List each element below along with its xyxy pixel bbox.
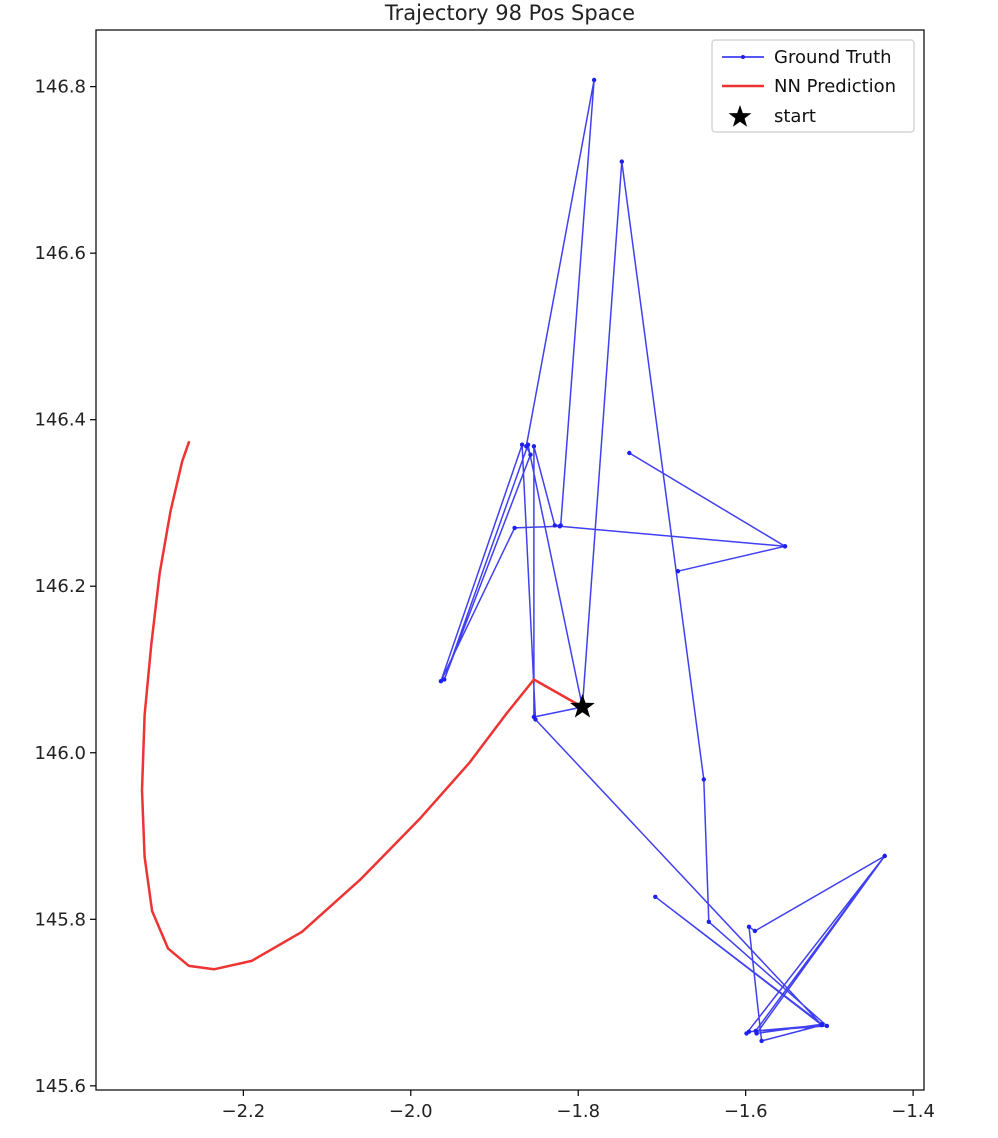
ground-truth-point bbox=[533, 717, 538, 722]
ground-truth-point bbox=[752, 928, 758, 934]
y-tick-label: 146.2 bbox=[34, 576, 86, 597]
ground-truth-point bbox=[438, 679, 444, 684]
ground-truth-point bbox=[746, 924, 752, 929]
legend-star-icon bbox=[728, 105, 752, 127]
ground-truth-point bbox=[442, 677, 447, 682]
ground-truth-point bbox=[701, 777, 706, 782]
ground-truth-point bbox=[619, 159, 624, 164]
ground-truth-point bbox=[675, 569, 681, 574]
legend-label-start: start bbox=[774, 106, 816, 127]
series-layer bbox=[140, 77, 887, 1044]
ground-truth-point bbox=[557, 524, 562, 529]
ground-truth-point bbox=[754, 1031, 759, 1036]
ground-truth-point bbox=[706, 919, 711, 924]
ground-truth-point bbox=[782, 544, 788, 549]
y-tick-label: 145.6 bbox=[34, 1076, 86, 1097]
y-tick-label: 146.8 bbox=[34, 77, 86, 98]
legend-label-ground-truth: Ground Truth bbox=[774, 47, 892, 68]
ground-truth-point bbox=[819, 1022, 825, 1028]
x-tick-label: −1.4 bbox=[891, 1101, 935, 1122]
ground-truth-point bbox=[552, 523, 557, 528]
legend-marker-ground-truth bbox=[741, 55, 745, 59]
x-tick-label: −1.8 bbox=[556, 1101, 600, 1122]
ground-truth-point bbox=[627, 450, 632, 456]
ground-truth-point bbox=[653, 894, 658, 899]
plot-frame bbox=[95, 29, 925, 1091]
ground-truth-point bbox=[531, 444, 537, 449]
series-line-nn-prediction bbox=[140, 440, 584, 971]
ground-truth-point bbox=[519, 442, 525, 447]
ground-truth-point bbox=[512, 525, 517, 531]
ground-truth-point bbox=[528, 452, 533, 457]
x-tick-label: −2.2 bbox=[221, 1101, 265, 1122]
legend-label-nn-prediction: NN Prediction bbox=[774, 76, 896, 97]
ground-truth-point bbox=[824, 1023, 830, 1029]
y-tick-label: 146.4 bbox=[34, 410, 86, 431]
legend-box bbox=[711, 39, 915, 133]
ground-truth-point bbox=[759, 1038, 764, 1044]
ground-truth-point bbox=[882, 853, 887, 859]
y-tick-label: 145.8 bbox=[34, 909, 86, 930]
y-axis: 145.6 145.8 146.0 146.2 146.4 146.6 146.8 bbox=[34, 77, 96, 1097]
legend: Ground Truth NN Prediction start bbox=[711, 39, 915, 133]
y-tick-label: 146.0 bbox=[34, 743, 86, 764]
ground-truth-point bbox=[591, 77, 597, 83]
ground-truth-point bbox=[744, 1031, 749, 1036]
x-tick-label: −1.6 bbox=[724, 1101, 768, 1122]
chart-title: Trajectory 98 Pos Space bbox=[384, 1, 635, 25]
y-tick-label: 146.6 bbox=[34, 243, 86, 264]
start-star-icon bbox=[570, 694, 595, 718]
x-axis: −2.2 −2.0 −1.8 −1.6 −1.4 bbox=[221, 1090, 935, 1122]
x-tick-label: −2.0 bbox=[389, 1101, 433, 1122]
ground-truth-point bbox=[525, 442, 531, 447]
